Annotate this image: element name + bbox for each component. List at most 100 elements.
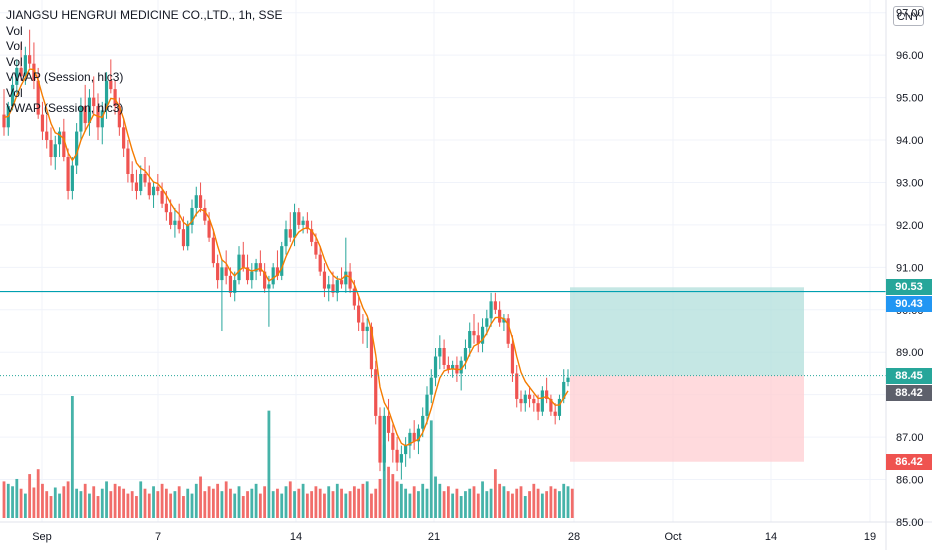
volume-bar-105 [451,493,455,518]
volume-bar-93 [399,483,403,518]
volume-bar-48 [207,486,211,518]
candle-body-13 [57,131,62,145]
candle-body-105 [451,364,455,370]
candle-body-57 [245,267,250,281]
volume-bar-10 [45,491,49,518]
currency-button[interactable]: CNY [893,6,924,26]
volume-bar-78 [335,483,339,518]
volume-bar-88 [378,478,382,518]
candle-body-45 [194,195,198,208]
volume-bar-29 [126,493,130,518]
indicator-vol-1[interactable]: Vol [6,23,23,38]
candle-body-79 [339,280,344,285]
candle-body-38 [164,203,168,213]
volume-bar-91 [391,474,395,518]
candle-body-41 [177,220,181,230]
volume-bar-104 [446,486,450,518]
volume-bar-30 [130,491,134,518]
candle-body-82 [352,288,356,306]
x-tick-label-5: Oct [664,531,681,543]
volume-bar-121 [519,486,523,518]
candle-body-62 [267,284,271,289]
candle-body-109 [468,331,472,348]
vwap-line [3,68,569,447]
volume-bar-72 [310,491,314,518]
candle-body-91 [391,432,395,450]
candle-body-98 [421,415,425,429]
volume-bar-81 [348,491,352,518]
candle-body-95 [408,432,412,446]
candle-body-44 [190,207,194,225]
volume-bar-1 [6,483,10,518]
candle-body-23 [100,110,104,128]
price-tag-target: 90.53 [886,279,932,296]
volume-bar-117 [502,486,506,518]
volume-bar-20 [88,493,91,518]
candle-body-88 [378,415,382,463]
volume-bar-130 [558,491,561,518]
candle-body-31 [134,182,139,191]
y-tick-label-11: 96.00 [896,50,924,62]
volume-bar-40 [173,491,177,518]
candle-body-32 [139,174,143,191]
candle-body-24 [104,80,109,111]
volume-bar-50 [216,483,220,518]
volume-bar-75 [323,493,326,518]
candle-body-121 [519,398,523,404]
candle-body-77 [331,284,335,293]
candle-body-35 [151,186,156,196]
volume-bar-74 [318,488,322,518]
volume-bar-18 [79,491,83,518]
volume-bar-98 [421,483,425,518]
volume-bar-119 [511,493,514,518]
volume-bar-31 [135,496,138,518]
candle-body-50 [216,263,220,281]
indicator-vwap-1[interactable]: VWAP (Session, hlc3) [6,70,124,84]
volume-bar-108 [464,491,467,518]
volume-bar-110 [472,486,476,518]
candle-body-103 [442,348,446,365]
indicator-vwap-2[interactable]: VWAP (Session, hlc3) [6,101,124,115]
volume-bar-4 [19,488,23,518]
candle-body-19 [83,106,87,124]
candle-body-55 [237,254,241,281]
candle-body-65 [280,246,284,276]
candle-body-27 [117,106,121,128]
volume-bar-126 [540,493,544,518]
y-tick-label-10: 95.00 [896,93,924,105]
indicator-vol-2[interactable]: Vol [6,39,23,53]
indicator-vol-4[interactable]: Vol [6,85,23,100]
volume-bar-38 [164,488,168,518]
volume-bar-15 [66,481,70,518]
volume-bar-34 [147,493,151,518]
volume-bar-89 [382,444,386,518]
volume-bar-68 [293,491,296,518]
indicator-vol-3[interactable]: Vol [6,54,23,69]
volume-bar-100 [429,420,433,518]
volume-bar-42 [182,496,185,518]
candle-body-78 [335,280,339,293]
candle-body-17 [75,131,79,166]
candle-body-70 [301,220,305,225]
volume-bar-112 [481,481,484,518]
volume-bar-28 [122,488,126,518]
volume-bar-61 [263,486,267,518]
candle-body-85 [365,326,369,332]
candle-body-74 [318,254,322,272]
candle-body-116 [498,309,502,323]
volume-bar-129 [553,488,557,518]
volume-bar-46 [199,476,202,518]
x-tick-label-0: Sep [32,531,52,543]
volume-bar-55 [237,486,241,518]
volume-bar-65 [280,493,284,518]
candle-body-48 [207,220,211,238]
volume-bar-133 [570,488,574,518]
candle-body-59 [254,263,258,272]
volume-bar-95 [408,493,412,518]
volume-bar-23 [100,488,104,518]
volume-bar-97 [417,491,420,518]
volume-bar-14 [62,486,66,518]
stop-zone [570,375,804,462]
candle-body-108 [463,348,468,361]
